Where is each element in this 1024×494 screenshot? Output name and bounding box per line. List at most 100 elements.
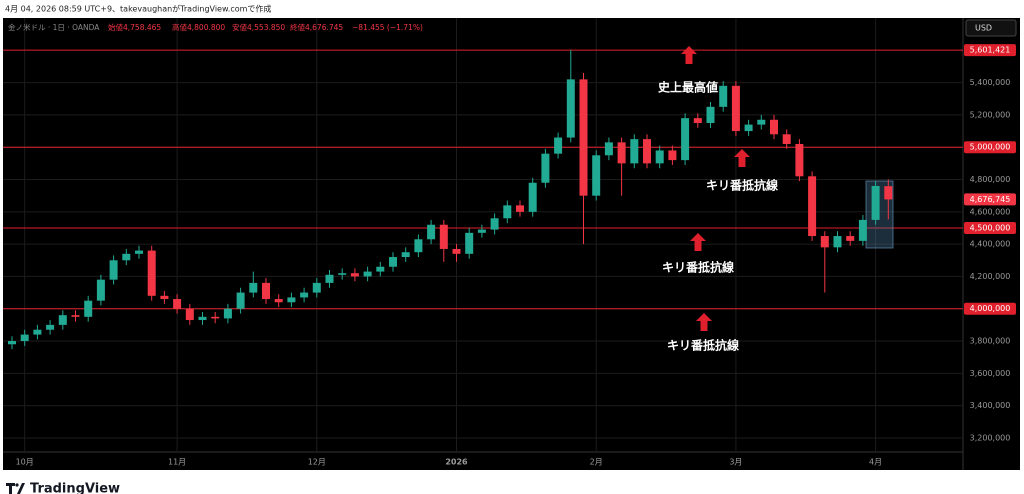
x-tick-label: 11月 — [168, 458, 186, 467]
currency: USD — [975, 24, 992, 33]
y-tick-label: 4,400,000 — [970, 240, 1011, 249]
annotation-arrow — [681, 46, 697, 64]
candle-body — [465, 232, 474, 254]
candle-body — [135, 250, 143, 254]
candle-body — [477, 229, 486, 233]
candle-body — [833, 236, 842, 248]
candle-body — [655, 150, 664, 164]
candle-body — [338, 273, 347, 275]
level-label: 4,000,000 — [970, 304, 1011, 313]
level-tag — [964, 302, 1016, 315]
candle-body — [160, 295, 169, 300]
candle-body — [198, 316, 207, 321]
level-tag — [964, 44, 1016, 57]
candle-body — [262, 282, 270, 300]
level-label: 4,500,000 — [970, 223, 1011, 232]
annotation-arrow — [696, 313, 712, 331]
annotation: 史上最高値 — [658, 80, 718, 95]
candle-body — [541, 153, 550, 183]
candle-body — [808, 176, 817, 237]
candle-body — [71, 315, 80, 317]
legend-symbol: 金ノ米ドル · 1日 · OANDA — [8, 22, 100, 32]
candle-body — [20, 334, 29, 342]
candle-body — [363, 271, 372, 277]
candle-body — [643, 139, 651, 164]
last-price-tag — [964, 193, 1016, 206]
candle-body — [516, 205, 524, 212]
candle-body — [770, 119, 778, 135]
brand: TradingView — [30, 482, 120, 494]
candle-body — [109, 260, 118, 280]
candle-body — [820, 236, 829, 248]
candle-body — [414, 239, 423, 253]
y-tick-label: 3,600,000 — [970, 369, 1011, 378]
y-tick-label: 5,200,000 — [970, 110, 1011, 119]
legend-open: 始値4,758.465 — [108, 22, 161, 32]
candle-body — [376, 266, 385, 272]
candle-body — [693, 118, 702, 123]
candle-body — [782, 134, 791, 144]
annotation: キリ番抵抗線 — [662, 260, 734, 275]
x-tick-label: 3月 — [729, 458, 742, 467]
candle-body — [185, 308, 194, 321]
last-price-label: 4,676,745 — [970, 195, 1011, 204]
candle-body — [33, 329, 42, 335]
x-tick-label: 2月 — [590, 458, 603, 467]
candle-body — [249, 282, 258, 293]
candle-body — [884, 186, 893, 200]
candle-body — [236, 292, 245, 309]
candle-body — [96, 279, 105, 301]
candle-body — [58, 315, 67, 325]
candle-body — [350, 273, 359, 277]
candle-body — [287, 297, 296, 303]
candle-body — [300, 292, 309, 298]
candle-body — [8, 341, 16, 345]
x-tick-label: 4月 — [869, 458, 882, 467]
candle-body — [325, 274, 334, 283]
level-label: 5,000,000 — [970, 143, 1011, 152]
y-tick-label: 4,200,000 — [970, 272, 1011, 281]
legend: 金ノ米ドル · 1日 · OANDA 始値4,758.465 高値4,800.8… — [8, 22, 423, 32]
annotation: キリ番抵抗線 — [706, 178, 778, 193]
candle-body — [452, 248, 461, 254]
candle-body — [389, 257, 397, 267]
brand-logo — [6, 483, 25, 494]
y-tick-label: 4,800,000 — [970, 175, 1011, 184]
candle-body — [871, 185, 880, 220]
candle-body — [84, 300, 93, 317]
candle-body — [274, 299, 283, 303]
y-tick-label: 4,600,000 — [970, 207, 1011, 216]
candle-body — [592, 155, 601, 196]
candle-body — [744, 124, 753, 132]
candle-body — [757, 119, 766, 125]
candle-body — [566, 79, 575, 138]
annotation: キリ番抵抗線 — [667, 338, 739, 353]
y-tick-label: 5,400,000 — [970, 78, 1011, 87]
candle-body — [211, 316, 220, 319]
candle-body — [554, 137, 563, 154]
candle-body — [719, 85, 728, 107]
legend-change: −81.455 (−1.71%) — [352, 23, 423, 32]
legend-high: 高値4,800.800 — [172, 22, 225, 32]
candle-body — [528, 182, 537, 212]
candle-body — [490, 218, 499, 230]
candle-body — [795, 143, 804, 177]
candle-body — [630, 139, 639, 164]
candle-body — [401, 252, 410, 258]
legend-close: 終値4,676.745 — [290, 22, 343, 32]
x-tick-label: 10月 — [16, 458, 34, 467]
candle-body — [668, 150, 677, 161]
candle-body — [173, 299, 182, 309]
candle-body — [579, 79, 588, 196]
y-tick-label: 3,400,000 — [970, 401, 1011, 410]
legend-low: 安値4,553.850 — [232, 22, 285, 32]
candle-body — [858, 219, 867, 241]
annotation-arrow — [734, 149, 750, 167]
currency-box — [965, 19, 1017, 37]
candle-body — [681, 118, 690, 161]
candle-body — [604, 142, 613, 156]
candle-body — [223, 308, 232, 319]
candle-body — [617, 142, 626, 164]
